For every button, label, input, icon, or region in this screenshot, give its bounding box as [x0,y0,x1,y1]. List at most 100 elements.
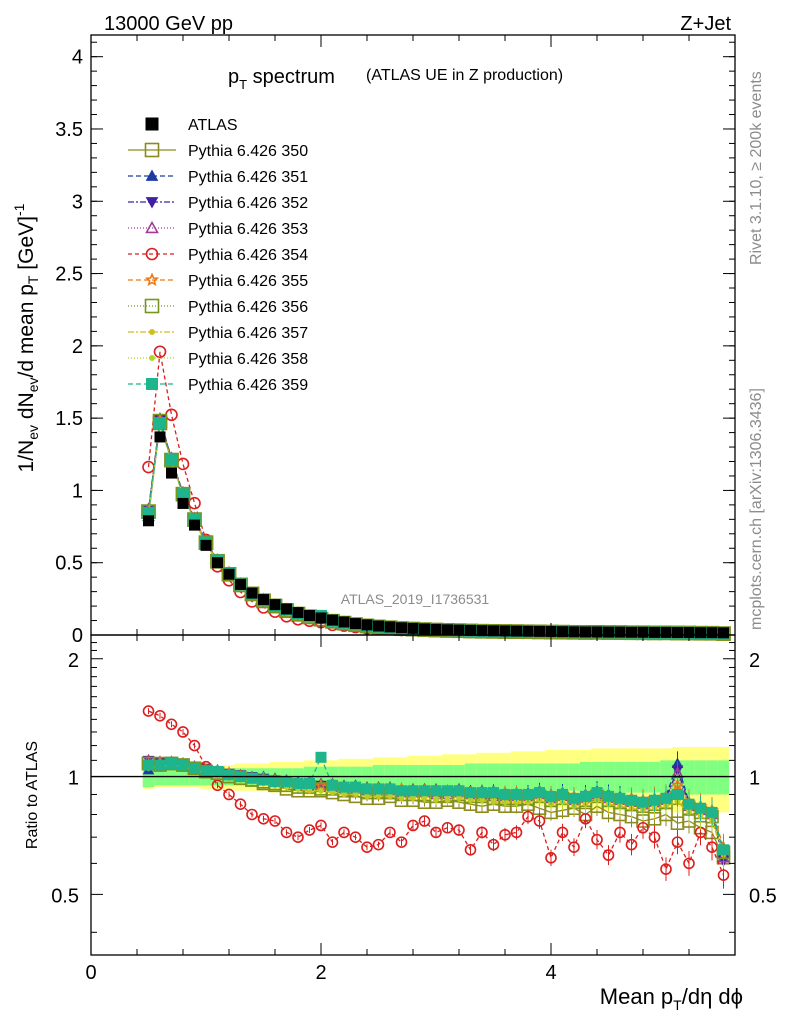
ratio-10-point-27 [453,785,465,797]
series-10-point-2 [165,454,178,467]
atlas-point-8 [235,578,246,590]
atlas-point-32 [511,625,522,637]
ratio-5-point-44 [648,831,661,843]
ratio-5-point-45 [660,863,672,875]
inner-band-bin-40 [602,761,615,793]
atlas-point-7 [223,568,235,580]
y-axis-label: 1/Nev dNev/d mean pT [GeV]-1 [11,203,41,472]
ratio-5-point-34 [533,815,546,827]
atlas-point-15 [315,612,327,624]
ratio-tick-label-left-1: 1 [68,768,79,790]
plot-title: pT spectrum [228,66,335,92]
ratio-5-point-28 [464,843,477,856]
ratio-10-point-10 [258,774,269,786]
ratio-10-point-45 [660,792,672,804]
ratio-10-point-31 [499,788,511,800]
ratio-10-point-42 [626,794,637,806]
legend-marker-4 [145,220,159,234]
ratio-tick-label-left-2: 2 [68,650,79,672]
ratio-10-point-30 [488,787,499,799]
ratio-10-point-0 [143,759,154,771]
ratio-5-point-30 [487,838,500,851]
legend-marker-5 [145,247,159,261]
ratio-10-point-13 [292,778,304,790]
ratio-10-point-36 [557,788,568,800]
ratio-10-point-37 [568,792,580,804]
legend-marker-3 [145,197,159,209]
series-5-point-4 [188,496,201,510]
series-5-point-3 [176,457,190,471]
atlas-point-30 [488,625,499,637]
atlas-point-16 [327,614,338,626]
ratio-5-point-43 [637,821,649,834]
atlas-point-9 [246,587,258,599]
ratio-5-point-15 [315,819,327,832]
ratio-5-point-6 [211,779,224,792]
x-tick-label-1: 2 [315,962,326,984]
legend-marker-2 [145,169,159,181]
atlas-point-0 [143,515,154,527]
atlas-point-36 [557,626,568,638]
series-5-point-2 [165,408,178,422]
ratio-5-point-41 [614,826,626,839]
ratio-9-point-15 [318,787,324,794]
axis-ticks: 0 0.5 1 1.5 2 2.5 3 3.5 4 0.5 0.5 1 1 2 2 0 2 4 [51,35,777,984]
ratio-5-point-4 [188,739,201,752]
ratio-10-point-5 [200,766,212,778]
legend-label-0: ATLAS [188,117,238,134]
atlas-point-49 [706,627,718,639]
atlas-point-6 [212,557,223,569]
legend-label-10: Pythia 6.426 359 [188,377,308,394]
ratio-10-point-49 [706,806,718,818]
legend-label-4: Pythia 6.426 353 [188,221,308,238]
ratio-10-point-9 [246,772,258,784]
ratio-tick-label-right-1: 1 [749,768,760,790]
ratio-10-point-12 [281,776,292,788]
atlas-point-14 [304,609,315,621]
ratio-10-point-41 [614,792,626,804]
atlas-point-4 [189,519,200,531]
atlas-point-13 [292,607,304,619]
legend-marker-6 [144,272,160,287]
ratio-5-point-25 [430,826,442,839]
ratio-tick-label-left-0: 0.5 [51,885,79,907]
atlas-point-44 [649,626,660,638]
y-tick-label-0: 0 [72,625,83,647]
inner-band-bin-47 [683,760,695,795]
ratio-10-point-20 [373,783,384,795]
ratio-10-point-28 [465,787,476,799]
ratio-5-point-11 [269,815,281,827]
ratio-10-point-7 [223,769,235,781]
atlas-point-21 [384,621,396,633]
legend-marker-8 [149,329,155,335]
ratio-10-point-47 [683,798,695,810]
ratio-10-point-29 [476,787,488,799]
ratio-5-point-1 [154,709,166,722]
plot-subtitle: (ATLAS UE in Z production) [366,67,563,84]
ratio-tick-label-right-0: 0.5 [749,885,777,907]
atlas-point-42 [626,626,637,638]
y-tick-label-2: 1 [72,480,83,502]
atlas-point-19 [361,619,373,631]
atlas-point-11 [269,599,281,611]
ratio-5-point-36 [556,826,569,839]
inner-band-bin-39 [591,761,603,793]
ratio-5-point-26 [441,821,454,834]
ratio-10-point-1 [154,759,166,771]
ratio-10-point-44 [649,794,660,806]
ratio-5-point-18 [349,831,362,843]
ratio-10-point-50 [718,844,729,856]
ratio-10-point-32 [511,788,522,800]
atlas-point-29 [476,625,488,637]
atlas-point-34 [534,625,545,637]
x-axis-label: Mean pT/dη dϕ [600,984,743,1013]
series-5-point-1 [153,345,167,359]
inner-band-bin-41 [614,761,626,793]
ratio-5-point-32 [510,826,523,839]
inner-band-bin-43 [637,761,649,793]
atlas-point-22 [396,622,407,634]
atlas-point-26 [442,624,453,636]
ratio-5-point-3 [177,726,189,738]
atlas-point-5 [200,539,212,551]
